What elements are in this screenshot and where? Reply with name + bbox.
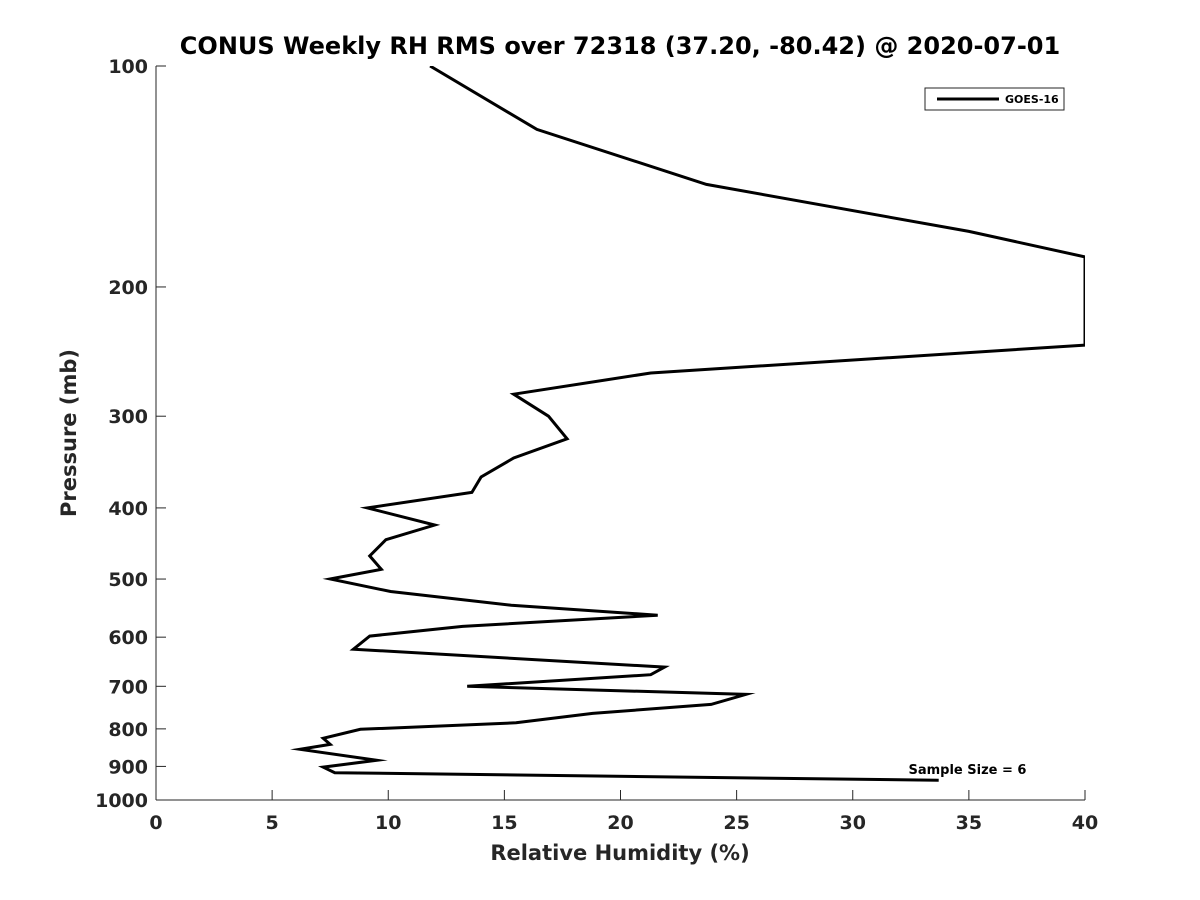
x-tick-label: 30 — [840, 812, 866, 834]
annotations: Sample Size = 6 — [908, 763, 1026, 778]
y-tick-label: 1000 — [95, 790, 148, 812]
x-tick-label: 35 — [956, 812, 982, 834]
sample-size-annotation: Sample Size = 6 — [908, 763, 1026, 778]
y-axis-ticks: 100 200 300 400 500 600 700 800 900 1000 — [95, 56, 166, 812]
x-tick-label: 20 — [607, 812, 633, 834]
x-tick-label: 0 — [149, 812, 162, 834]
x-axis-ticks: 0 5 10 15 20 25 30 35 40 — [149, 790, 1098, 834]
y-tick-label: 300 — [108, 406, 148, 428]
y-tick-label: 800 — [108, 719, 148, 741]
x-axis-label: Relative Humidity (%) — [490, 841, 749, 865]
y-tick-label: 600 — [108, 627, 148, 649]
chart-title: CONUS Weekly RH RMS over 72318 (37.20, -… — [180, 32, 1060, 60]
legend: GOES-16 — [924, 87, 1065, 111]
y-tick-label: 900 — [108, 756, 148, 778]
y-tick-label: 400 — [108, 498, 148, 520]
y-tick-label: 200 — [108, 277, 148, 299]
legend-entry-goes-16: GOES-16 — [1005, 93, 1059, 106]
x-tick-label: 10 — [375, 812, 401, 834]
x-tick-label: 15 — [491, 812, 517, 834]
series-line-goes-16 — [290, 66, 1085, 782]
y-tick-label: 700 — [108, 676, 148, 698]
x-tick-label: 5 — [266, 812, 279, 834]
y-axis-label: Pressure (mb) — [57, 349, 81, 517]
y-tick-label: 100 — [108, 56, 148, 78]
y-tick-label: 500 — [108, 569, 148, 591]
series-lines — [290, 66, 1085, 782]
x-tick-label: 40 — [1072, 812, 1098, 834]
x-tick-label: 25 — [723, 812, 749, 834]
